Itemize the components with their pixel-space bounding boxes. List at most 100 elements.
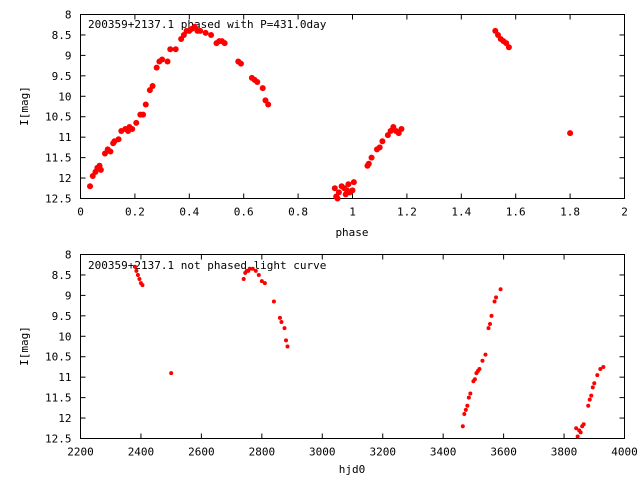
unphased-data-point (462, 411, 467, 416)
unphased-x-axis-label: hjd0 (339, 463, 366, 476)
phased-y-tick-label: 9 (65, 49, 72, 62)
unphased-data-point (472, 377, 477, 382)
phased-data-point (221, 40, 228, 47)
unphased-data-point (489, 313, 494, 318)
unphased-data-point (259, 279, 264, 284)
unphased-data-point (578, 430, 583, 435)
unphased-light-curve-panel: 200359+2137.1 not phased light curve hjd… (18, 249, 638, 477)
phased-data-point (153, 64, 160, 71)
unphased-chart-title: 200359+2137.1 not phased light curve (88, 259, 326, 272)
phased-data-point (237, 60, 244, 67)
unphased-data-point (169, 371, 174, 376)
unphased-data-point (598, 366, 603, 371)
unphased-y-axis-label: I[mag] (18, 326, 31, 366)
phased-data-point (159, 56, 166, 63)
unphased-data-point (601, 364, 606, 369)
phased-data-point (567, 130, 574, 137)
unphased-data-point (132, 264, 137, 269)
phased-data-point (208, 31, 215, 38)
unphased-data-point (250, 266, 255, 271)
phased-data-point (398, 125, 405, 132)
unphased-x-tick-label: 3400 (430, 446, 457, 459)
unphased-data-point (247, 266, 252, 271)
unphased-data-point (466, 395, 471, 400)
phased-data-point (335, 189, 342, 196)
unphased-data-point (488, 322, 493, 327)
unphased-data-point (477, 366, 482, 371)
unphased-data-point (140, 283, 145, 288)
unphased-data-point (271, 299, 276, 304)
phased-data-point (97, 166, 104, 173)
unphased-y-tick-label: 9 (65, 289, 72, 302)
unphased-data-point (282, 326, 287, 331)
unphased-x-tick-label: 3600 (490, 446, 517, 459)
phased-light-curve-panel: 200359+2137.1 phased with P=431.0day pha… (18, 9, 628, 240)
unphased-data-point (592, 381, 597, 386)
phased-axis-ticks: 0 0.2 0.4 0.6 0.8 1 1.2 1.4 1.6 1.8 2 8 8.5 9 9.5 10 10.… (45, 9, 628, 219)
phased-y-tick-label: 10.5 (45, 111, 72, 124)
unphased-x-tick-label: 3200 (369, 446, 396, 459)
unphased-x-tick-label: 2400 (128, 446, 155, 459)
phased-data-point (365, 160, 372, 167)
phased-y-tick-label: 11 (58, 131, 71, 144)
unphased-y-tick-label: 12 (58, 412, 71, 425)
phased-data-point (505, 44, 512, 51)
unphased-y-tick-label: 10.5 (45, 351, 72, 364)
unphased-data-point (256, 272, 261, 277)
unphased-y-tick-label: 10 (58, 330, 71, 343)
phased-y-axis-label: I[mag] (18, 86, 31, 126)
unphased-data-point (463, 407, 468, 412)
phased-plot-frame (80, 14, 625, 199)
phased-x-axis-label: phase (335, 226, 368, 239)
phased-x-tick-label: 0.8 (288, 206, 308, 219)
unphased-y-tick-label: 8.5 (52, 269, 72, 282)
phased-data-point (197, 27, 204, 34)
phased-data-point (167, 46, 174, 53)
unphased-data-point (595, 373, 600, 378)
unphased-data-point (135, 272, 140, 277)
unphased-x-tick-label: 2600 (188, 446, 215, 459)
unphased-y-tick-label: 8 (65, 249, 72, 262)
phased-data-point (202, 29, 209, 36)
unphased-y-tick-label: 12.5 (45, 433, 72, 446)
phased-y-tick-label: 10 (58, 90, 71, 103)
unphased-data-point (460, 424, 465, 429)
unphased-data-point (241, 277, 246, 282)
phased-data-point (172, 46, 179, 53)
unphased-data-point (277, 315, 282, 320)
unphased-data-point (279, 319, 284, 324)
phased-data-point (140, 111, 147, 118)
phased-x-tick-label: 1.6 (506, 206, 526, 219)
phased-x-tick-label: 2 (621, 206, 628, 219)
phased-data-point (133, 119, 140, 126)
phased-data-point (345, 181, 352, 188)
phased-y-tick-label: 11.5 (45, 152, 72, 165)
phased-data-point (376, 144, 383, 151)
unphased-data-point (134, 268, 139, 273)
phased-chart-title: 200359+2137.1 phased with P=431.0day (88, 18, 327, 31)
unphased-data-point (486, 326, 491, 331)
unphased-data-point (587, 397, 592, 402)
phased-y-tick-label: 12 (58, 172, 71, 185)
phased-data-point (115, 136, 122, 143)
phased-y-tick-label: 12.5 (45, 193, 72, 206)
phased-data-point (349, 187, 356, 194)
unphased-data-point (586, 403, 591, 408)
phased-data-points (87, 23, 574, 202)
unphased-data-points (132, 264, 606, 439)
phased-x-tick-label: 0.4 (179, 206, 199, 219)
phased-data-point (142, 101, 149, 108)
phased-x-tick-label: 1 (349, 206, 356, 219)
phased-data-point (368, 154, 375, 161)
unphased-data-point (465, 403, 470, 408)
unphased-data-point (483, 352, 488, 357)
unphased-data-point (253, 268, 258, 273)
unphased-data-point (284, 338, 289, 343)
unphased-x-tick-label: 2200 (67, 446, 94, 459)
phased-x-tick-label: 1.2 (397, 206, 417, 219)
unphased-data-point (137, 277, 142, 282)
phased-data-point (129, 125, 136, 132)
unphased-data-point (285, 344, 290, 349)
phased-y-tick-label: 8.5 (52, 29, 72, 42)
phased-y-tick-label: 8 (65, 9, 72, 22)
